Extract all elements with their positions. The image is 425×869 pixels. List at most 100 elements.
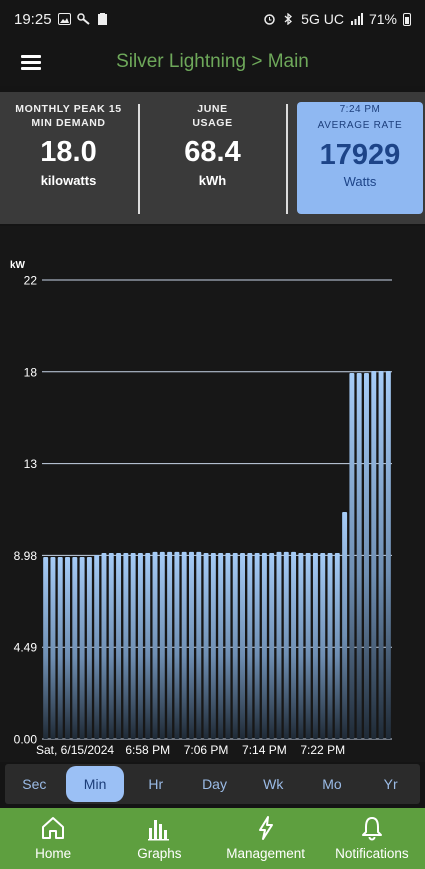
- chart-bar[interactable]: [378, 370, 384, 739]
- chart-bar[interactable]: [94, 554, 100, 739]
- rate-label: AVERAGE RATE: [317, 120, 403, 131]
- range-tab-sec[interactable]: Sec: [22, 776, 47, 792]
- usage-card[interactable]: JUNE USAGE 68.4 kWh: [140, 102, 285, 214]
- nav-management-label: Management: [226, 846, 306, 861]
- lightning-icon: [258, 816, 273, 840]
- chart-bar[interactable]: [320, 552, 326, 739]
- chart-bar[interactable]: [50, 557, 56, 739]
- chart-bar[interactable]: [349, 373, 355, 739]
- chart-bar[interactable]: [312, 552, 318, 739]
- hamburger-menu-icon[interactable]: [0, 38, 62, 86]
- alarm-icon: [264, 14, 275, 25]
- peak-demand-card[interactable]: MONTHLY PEAK 15 MIN DEMAND 18.0 kilowatt…: [0, 102, 137, 214]
- range-tabs: Sec Min Hr Day Wk Mo Yr: [5, 764, 420, 804]
- home-icon: [42, 817, 65, 839]
- chart-bar[interactable]: [276, 551, 282, 739]
- chart-bar[interactable]: [108, 552, 114, 739]
- chart-bar[interactable]: [145, 552, 151, 739]
- range-tab-day[interactable]: Day: [202, 776, 227, 792]
- chart-bar[interactable]: [159, 551, 165, 739]
- y-axis-unit-label: kW: [10, 260, 26, 271]
- bell-icon: [361, 817, 382, 841]
- rate-unit: Watts: [343, 174, 377, 189]
- chart-bar[interactable]: [342, 512, 348, 739]
- chart-bar[interactable]: [291, 551, 297, 739]
- x-tick-label: 7:14 PM: [242, 743, 287, 757]
- chart-bar[interactable]: [189, 551, 194, 739]
- chart-bar[interactable]: [196, 551, 202, 739]
- status-bar: 19:25 5G UC 71%: [0, 0, 425, 38]
- range-tab-hr[interactable]: Hr: [148, 776, 164, 792]
- chart-bar[interactable]: [232, 552, 238, 739]
- chart-bar[interactable]: [298, 552, 304, 739]
- page-title: Silver Lightning > Main: [116, 51, 309, 72]
- bottom-nav: Home Graphs Management Notifications: [0, 808, 425, 869]
- chart-bar[interactable]: [86, 557, 92, 739]
- y-tick-label: 18: [24, 365, 38, 379]
- nav-graphs[interactable]: Graphs: [106, 808, 212, 869]
- chart-bar[interactable]: [65, 557, 70, 739]
- chart-bar[interactable]: [181, 551, 187, 739]
- nav-home-label: Home: [35, 846, 72, 861]
- chart-bar[interactable]: [261, 552, 267, 739]
- y-tick-label: 4.49: [14, 641, 38, 655]
- nav-management[interactable]: Management: [213, 808, 319, 869]
- chart-bar[interactable]: [364, 373, 369, 739]
- chart-bar[interactable]: [43, 557, 49, 739]
- peak-label-line1: MONTHLY PEAK 15: [15, 103, 122, 115]
- chart-bar[interactable]: [79, 557, 85, 739]
- usage-label-line1: JUNE: [197, 103, 228, 115]
- chart-bar[interactable]: [225, 552, 231, 739]
- average-rate-card[interactable]: 7:24 PM AVERAGE RATE 17929 Watts: [297, 102, 423, 214]
- chart-bar[interactable]: [137, 552, 143, 739]
- x-tick-label: 7:06 PM: [184, 743, 229, 757]
- range-tab-yr[interactable]: Yr: [383, 776, 398, 792]
- signal-icon: [350, 13, 363, 25]
- y-tick-label: 0.00: [14, 733, 38, 747]
- bluetooth-icon: [284, 13, 293, 25]
- chart-bar[interactable]: [247, 552, 253, 739]
- chart-bar[interactable]: [327, 552, 333, 739]
- range-tab-wk[interactable]: Wk: [263, 776, 284, 792]
- chart-bar[interactable]: [305, 552, 311, 739]
- chart-bar[interactable]: [130, 552, 136, 739]
- chart-bar[interactable]: [371, 370, 377, 739]
- x-tick-label: 7:22 PM: [300, 743, 345, 757]
- nav-graphs-label: Graphs: [137, 846, 182, 861]
- nav-notifications[interactable]: Notifications: [319, 808, 425, 869]
- chart-bar[interactable]: [210, 552, 216, 739]
- chart-bar[interactable]: [334, 552, 340, 739]
- peak-label-line2: MIN DEMAND: [31, 117, 106, 129]
- chart-bar[interactable]: [240, 552, 245, 739]
- chart-bar[interactable]: [116, 552, 122, 739]
- chart-bar[interactable]: [167, 551, 173, 739]
- chart-bar[interactable]: [57, 557, 63, 739]
- nav-home[interactable]: Home: [0, 808, 106, 869]
- peak-value: 18.0: [40, 136, 97, 168]
- y-tick-label: 13: [24, 457, 38, 471]
- chart-bar[interactable]: [152, 551, 158, 739]
- tools-icon: [76, 13, 90, 25]
- chart-bar[interactable]: [174, 551, 180, 739]
- chart-bar[interactable]: [385, 370, 391, 739]
- demand-chart[interactable]: kW 0.00 4.49 8.98 13 18 22 Sat, 6/15/2024 6:58 P…: [0, 226, 425, 762]
- bar-chart-icon: [148, 820, 170, 841]
- stat-divider: [138, 104, 140, 214]
- chart-bar[interactable]: [72, 557, 78, 739]
- range-tab-min[interactable]: Min: [65, 766, 125, 802]
- chart-bar[interactable]: [123, 552, 129, 739]
- chart-bar[interactable]: [269, 552, 275, 739]
- stats-panel: MONTHLY PEAK 15 MIN DEMAND 18.0 kilowatt…: [0, 92, 425, 224]
- usage-unit: kWh: [198, 173, 227, 188]
- chart-bar[interactable]: [203, 552, 209, 739]
- status-time: 19:25: [14, 10, 52, 28]
- chart-bar[interactable]: [218, 552, 224, 739]
- usage-label-line2: USAGE: [192, 117, 233, 129]
- chart-bar[interactable]: [254, 552, 260, 739]
- chart-bar[interactable]: [283, 551, 289, 739]
- rate-value: 17929: [319, 139, 401, 171]
- range-tab-mo[interactable]: Mo: [322, 776, 342, 792]
- clipboard-icon: [97, 13, 107, 25]
- chart-bar[interactable]: [101, 552, 107, 739]
- chart-bar[interactable]: [356, 373, 362, 739]
